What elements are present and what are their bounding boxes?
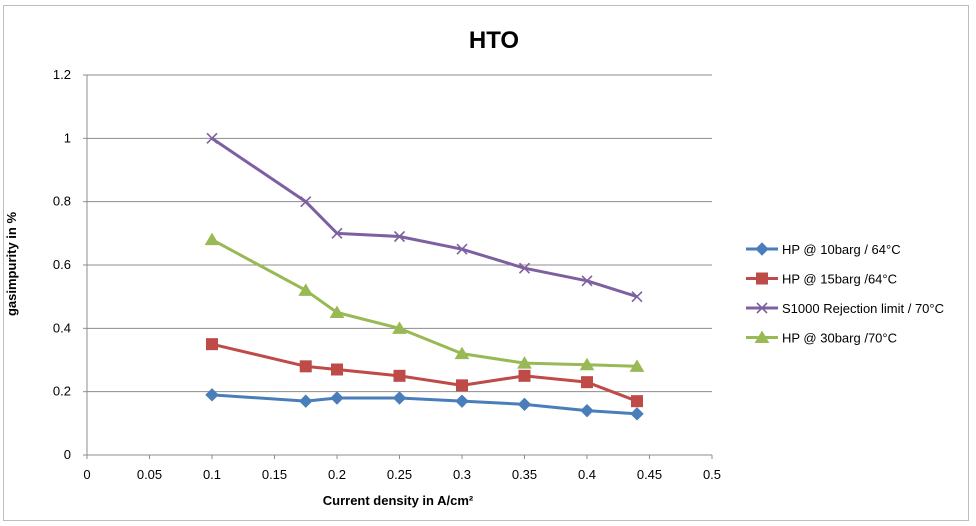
data-point [393,369,406,382]
axes [83,74,713,459]
data-point [205,388,219,402]
legend-item-1: HP @ 15barg /64°C [746,272,897,287]
data-point [392,391,407,405]
x-tick-labels: 0 0.05 0.1 0.15 0.2 0.25 0.3 0.35 0.4 0.45 0.5 [83,467,721,482]
data-point [393,230,406,243]
x-tick-label: 0.15 [262,467,287,482]
data-point [330,391,344,405]
data-point [329,305,345,318]
data-point [518,369,531,382]
data-point [300,196,312,208]
gridlines [87,74,712,393]
data-point [517,356,532,369]
data-point [518,262,531,274]
series-1 [206,338,643,408]
x-tick-label: 0.5 [703,467,721,482]
data-point [299,360,312,373]
legend-marker [755,242,769,256]
y-tick-label: 1.2 [53,67,71,82]
legend-label: HP @ 30barg /70°C [782,331,897,346]
x-tick-label: 0.2 [328,467,346,482]
legend-item-0: HP @ 10barg / 64°C [746,242,901,257]
y-tick-label: 0.6 [53,257,71,272]
data-point [454,346,470,360]
data-point [581,275,593,287]
y-tick-label: 0.2 [53,384,71,399]
chart-title: HTO [469,27,519,54]
legend-marker [756,302,768,314]
x-tick-label: 0.05 [137,467,162,482]
chart-frame [3,5,969,521]
x-tick-label: 0.35 [512,467,537,482]
data-point [204,232,220,246]
series-group [204,132,645,421]
x-tick-label: 0.3 [453,467,471,482]
data-point [579,357,595,371]
series-3 [204,232,645,372]
series-2 [206,132,643,303]
marker-stroke [393,230,406,243]
data-point [631,291,643,303]
marker-stroke [456,243,468,255]
y-tick-label: 1 [64,130,71,145]
data-point [455,394,469,408]
y-tick-label: 0.4 [53,320,71,335]
data-point [206,132,218,144]
data-point [580,403,594,418]
data-point [298,283,314,296]
marker-stroke [300,196,312,208]
data-point [206,338,218,351]
data-point [631,395,643,408]
data-point [581,376,593,389]
data-point [331,363,343,376]
data-point [392,321,407,334]
data-point [517,397,532,412]
legend-marker [754,330,770,343]
series-line [211,238,638,368]
marker-stroke [331,227,343,239]
legend-label: HP @ 10barg / 64°C [782,242,901,257]
series-0 [205,388,644,421]
legend-item-3: HP @ 30barg /70°C [746,331,897,346]
data-point [630,407,644,421]
legend-label: S1000 Rejection limit / 70°C [782,301,944,316]
y-tick-label: 0.8 [53,194,71,209]
series-line [211,137,638,299]
marker-stroke [581,275,593,287]
y-tick-label: 0 [64,447,71,462]
x-tick-label: 0 [83,467,90,482]
x-tick-label: 0.4 [578,467,596,482]
x-tick-label: 0.45 [637,467,662,482]
x-axis-title: Current density in A/cm² [323,493,474,508]
marker-stroke [206,132,218,144]
legend: HP @ 10barg / 64°C HP @ 15barg /64°C S1000… [746,242,944,346]
series-line [211,342,638,403]
legend-marker [756,272,768,285]
y-axis-title: gasimpurity in % [4,212,19,316]
y-tick-labels: 0 0.2 0.4 0.6 0.8 1 1.2 [53,67,71,462]
data-point [456,379,468,392]
series-line [211,393,638,416]
data-point [629,359,645,372]
marker-stroke [518,262,531,274]
data-point [299,394,313,408]
legend-label: HP @ 15barg /64°C [782,272,897,287]
marker-stroke [631,291,643,303]
legend-item-2: S1000 Rejection limit / 70°C [746,301,944,316]
data-point [331,227,343,239]
marker-stroke [756,302,768,314]
x-tick-label: 0.1 [203,467,221,482]
x-tick-label: 0.25 [387,467,412,482]
data-point [456,243,468,255]
